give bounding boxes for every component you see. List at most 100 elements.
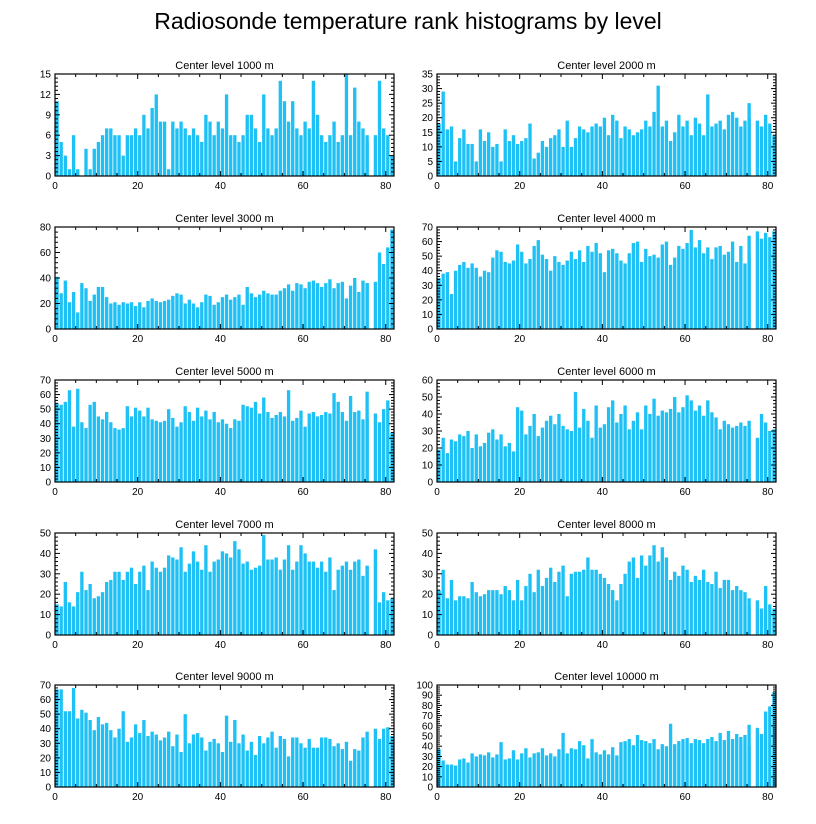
histogram-bar <box>726 114 731 176</box>
histogram-bar <box>121 155 125 176</box>
histogram-bar <box>470 263 474 329</box>
histogram-bar <box>482 755 487 787</box>
histogram-bar <box>656 749 660 787</box>
histogram-bar <box>520 600 524 635</box>
histogram-bar <box>291 420 295 482</box>
histogram-bar <box>142 565 146 635</box>
histogram-bar <box>142 307 146 329</box>
y-tick-label: 20 <box>422 590 434 601</box>
histogram-bar <box>722 579 726 635</box>
histogram-bar <box>55 101 59 176</box>
x-tick-label: 0 <box>52 181 58 192</box>
histogram-bar <box>577 741 582 787</box>
histogram-bar <box>84 148 88 176</box>
histogram-bar <box>377 252 382 329</box>
histogram-bar <box>138 135 142 176</box>
histogram-bar <box>499 594 503 635</box>
histogram-bar <box>257 736 262 787</box>
y-tick-label: 10 <box>40 768 52 779</box>
histogram-bar <box>586 758 590 787</box>
histogram-bar <box>507 758 512 787</box>
histogram-bar <box>274 294 278 329</box>
histogram-bar <box>295 417 299 482</box>
histogram-bar <box>233 719 237 787</box>
y-tick-label: 80 <box>40 223 52 234</box>
histogram-bar <box>113 302 117 329</box>
histogram-bar <box>167 555 171 635</box>
histogram-bar <box>739 590 743 635</box>
panel-title: Center level 9000 m <box>175 671 273 683</box>
histogram-bar <box>162 300 167 329</box>
histogram-bar <box>660 547 664 635</box>
histogram-bar <box>553 581 557 635</box>
histogram-bar <box>59 404 63 482</box>
histogram-bar <box>229 135 233 176</box>
histogram-bar <box>373 413 378 482</box>
x-tick-label: 0 <box>52 487 58 498</box>
histogram-bar <box>532 414 536 482</box>
histogram-bar <box>549 138 553 176</box>
histogram-bar <box>92 598 96 635</box>
histogram-bar <box>466 431 470 482</box>
histogram-bar <box>303 747 307 787</box>
histogram-bar <box>257 565 262 635</box>
histogram-bar <box>520 410 524 482</box>
histogram-bar <box>295 128 299 176</box>
histogram-bar <box>390 155 394 176</box>
histogram-bar <box>299 135 303 176</box>
histogram-bar <box>245 286 249 329</box>
x-tick-label: 40 <box>597 640 609 651</box>
histogram-bar <box>540 427 545 482</box>
histogram-bar <box>357 121 361 176</box>
histogram-bar <box>474 434 478 482</box>
histogram-bar <box>365 142 369 176</box>
histogram-bar <box>569 573 574 635</box>
histogram-bar <box>673 571 677 635</box>
histogram-bar <box>270 135 274 176</box>
histogram-bar <box>191 303 196 329</box>
histogram-bar <box>307 738 311 787</box>
histogram-bar <box>63 155 67 176</box>
histogram-bar <box>706 247 710 329</box>
y-tick-label: 30 <box>40 434 52 445</box>
histogram-bar <box>382 592 386 635</box>
y-tick-label: 40 <box>40 724 52 735</box>
histogram-bar <box>660 410 664 482</box>
histogram-bar <box>382 728 386 787</box>
histogram-bar <box>602 577 607 635</box>
histogram-bar <box>755 120 760 176</box>
histogram-bar <box>499 434 503 482</box>
x-tick-label: 40 <box>215 181 227 192</box>
histogram-bar <box>693 247 698 329</box>
histogram-bar <box>701 569 706 635</box>
histogram-bar <box>282 559 287 635</box>
histogram-bar <box>561 732 565 787</box>
histogram-bar <box>208 571 212 635</box>
histogram-bar <box>445 272 449 329</box>
histogram-bar <box>615 755 619 787</box>
histogram-bar <box>109 579 113 635</box>
histogram-bar <box>113 571 117 635</box>
histogram-bar <box>344 298 349 329</box>
histogram-bar <box>693 575 698 635</box>
histogram-bar <box>660 244 664 329</box>
histogram-bar <box>390 432 394 482</box>
histogram-bar <box>253 128 258 176</box>
histogram-bar <box>573 138 578 176</box>
histogram-bar <box>730 590 735 635</box>
y-tick-label: 10 <box>422 772 434 783</box>
histogram-bar <box>328 279 332 329</box>
histogram-bar <box>299 410 303 482</box>
histogram-bar <box>540 586 545 635</box>
y-tick-label: 70 <box>40 681 52 692</box>
plot-frame <box>436 73 777 177</box>
y-tick-label: 50 <box>422 393 434 404</box>
histogram-bar <box>478 276 483 329</box>
panel-title: Center level 2000 m <box>557 60 655 72</box>
histogram-bar <box>282 288 287 329</box>
histogram-bar <box>573 749 578 787</box>
histogram-bar <box>336 569 340 635</box>
histogram-bar <box>478 754 483 787</box>
histogram-bar <box>55 604 59 635</box>
histogram-panel-1: Center level 1000 m 0 20 40 60 80 0 3 6 9 12 15 <box>40 60 395 192</box>
